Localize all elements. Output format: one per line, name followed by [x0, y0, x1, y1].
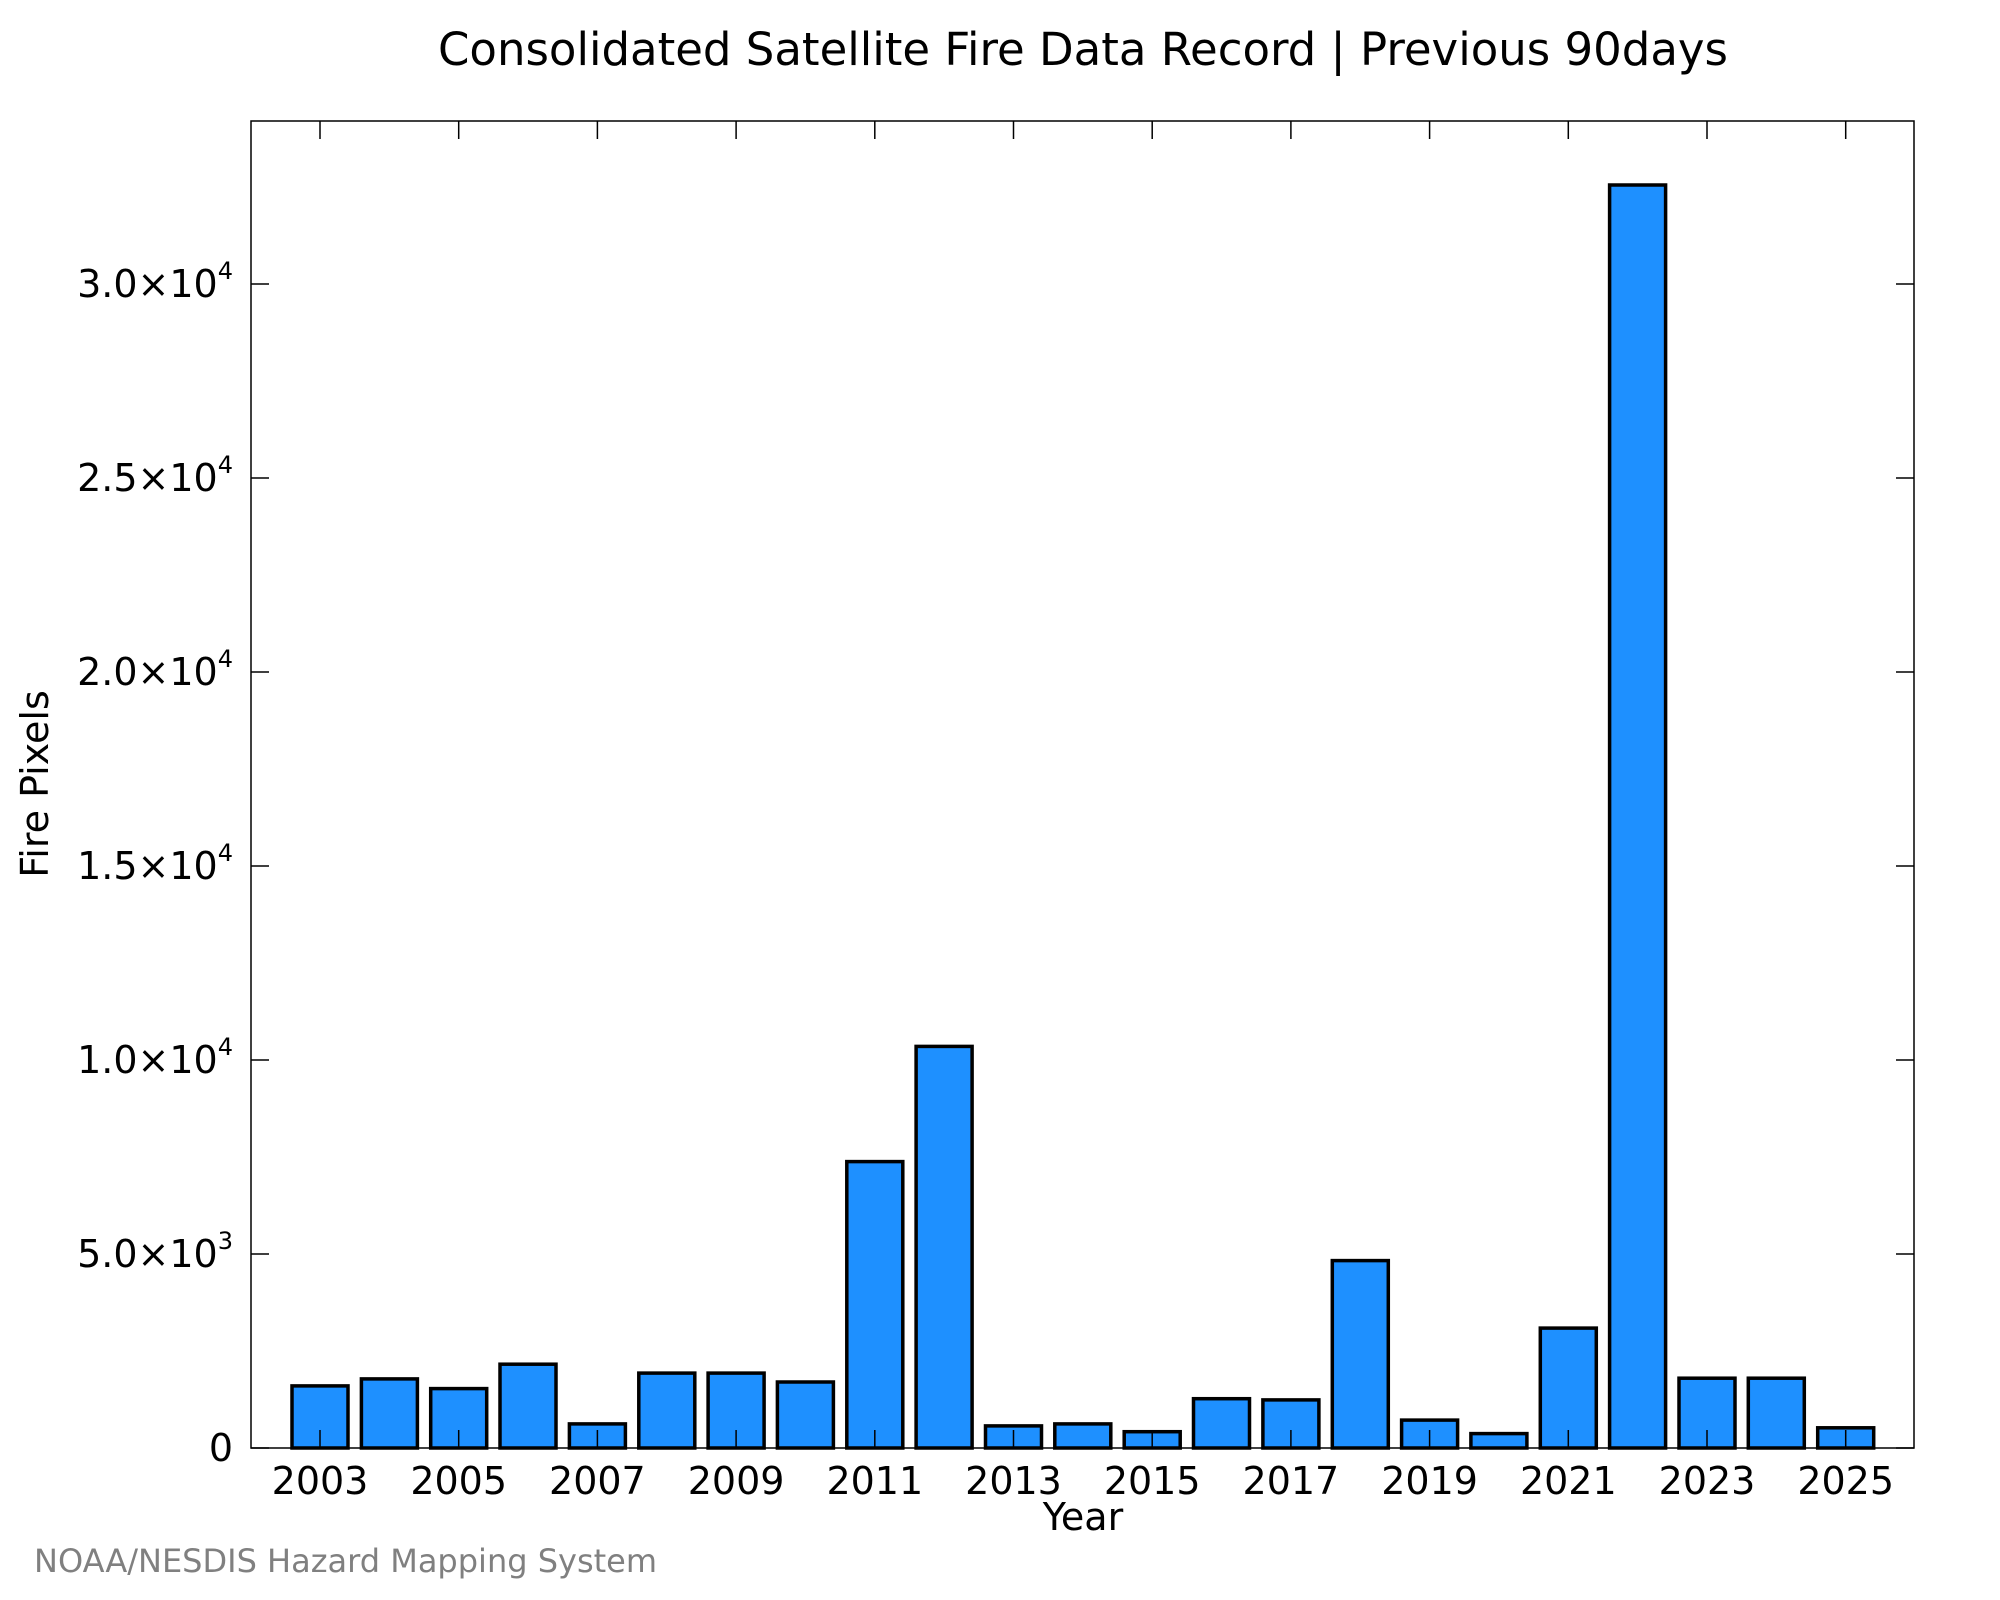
x-tick-label-2007: 2007: [549, 1459, 646, 1503]
bar-2012: [914, 1044, 974, 1450]
y-axis-label: Fire Pixels: [13, 690, 57, 878]
x-tick-label-2003: 2003: [272, 1459, 369, 1503]
bar-2018: [1330, 1258, 1391, 1450]
x-tick-label-2019: 2019: [1381, 1459, 1478, 1503]
x-tick-label-2013: 2013: [965, 1459, 1062, 1503]
y-tick-label-5000: 5.0×103: [77, 1227, 233, 1276]
bar-2008: [637, 1371, 697, 1450]
x-tick-label-2017: 2017: [1243, 1459, 1340, 1503]
x-tick-label-2021: 2021: [1520, 1459, 1617, 1503]
x-tick-label-2005: 2005: [410, 1459, 507, 1503]
x-tick-label-2023: 2023: [1659, 1459, 1756, 1503]
bar-2010: [775, 1380, 836, 1450]
bar-2020: [1469, 1431, 1529, 1450]
plot-frame: [250, 120, 1915, 1449]
y-tick-label-10000: 1.0×104: [77, 1033, 233, 1082]
y-tick-label-0: 0: [209, 1426, 233, 1470]
x-tick-label-2025: 2025: [1797, 1459, 1894, 1503]
bar-2022: [1607, 183, 1668, 1450]
y-tick-label-30000: 3.0×104: [77, 257, 233, 306]
y-tick-label-25000: 2.5×104: [77, 451, 233, 500]
bar-2021: [1538, 1326, 1599, 1450]
bar-2014: [1053, 1422, 1113, 1450]
credit-text: NOAA/NESDIS Hazard Mapping System: [34, 1542, 657, 1580]
bar-2011: [845, 1159, 905, 1450]
x-axis-label: Year: [1042, 1495, 1124, 1539]
x-tick-label-2015: 2015: [1104, 1459, 1201, 1503]
bar-2006: [498, 1362, 558, 1450]
y-tick-label-15000: 1.5×104: [77, 839, 233, 888]
bar-2024: [1746, 1376, 1807, 1450]
bars-group: [290, 183, 1876, 1450]
chart-title: Consolidated Satellite Fire Data Record …: [438, 23, 1728, 76]
x-tick-labels: 2003 2005 2007 2009 2011 2013 2015 2017 2019 2021…: [272, 1459, 1894, 1503]
x-tick-label-2011: 2011: [826, 1459, 923, 1503]
bar-2004: [359, 1377, 420, 1450]
y-tick-labels: 0 5.0×103 1.0×104 1.5×104 2.0×104 2.5×104 3.0×…: [77, 257, 233, 1470]
y-tick-label-20000: 2.0×104: [77, 645, 233, 694]
bar-2016: [1191, 1396, 1252, 1450]
x-tick-label-2009: 2009: [688, 1459, 785, 1503]
